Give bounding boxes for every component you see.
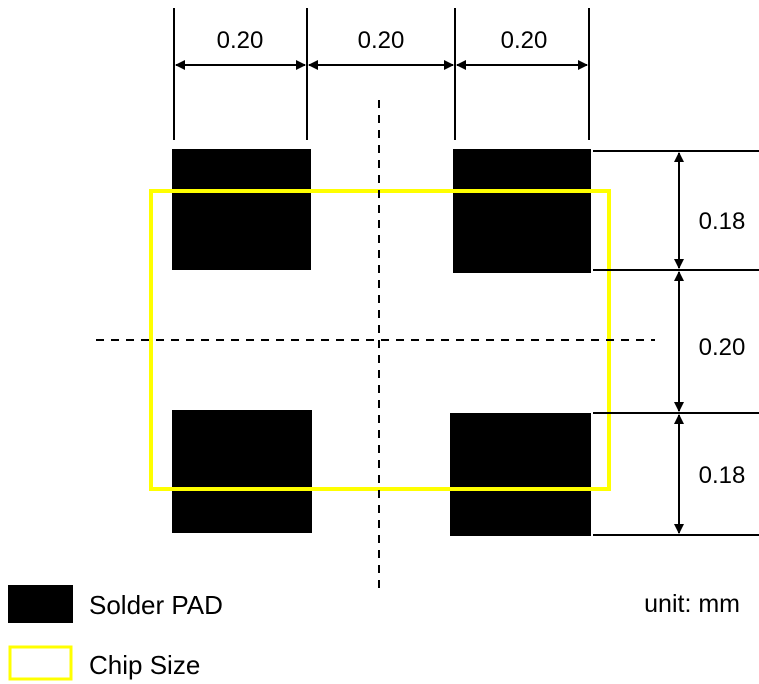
- solder-pad-top-right: [453, 149, 591, 273]
- solder-pad-bottom-right: [450, 413, 591, 536]
- top-extension-lines: [173, 8, 590, 140]
- dimension-label-top-center: 0.20: [358, 27, 405, 54]
- dimension-label-right-bottom: 0.18: [699, 462, 746, 489]
- dimension-label-right-top: 0.18: [699, 208, 746, 235]
- legend-solder-pad-label: Solder PAD: [89, 590, 223, 620]
- dimension-label-top-left: 0.20: [217, 27, 264, 54]
- dimension-label-top-right: 0.20: [501, 27, 548, 54]
- legend-solder-pad-swatch: [8, 585, 73, 623]
- right-extension-lines: [593, 150, 759, 536]
- dimension-label-right-middle: 0.20: [699, 334, 746, 361]
- legend-chip-size-swatch: [8, 645, 73, 681]
- solder-pad-top-left: [172, 149, 311, 270]
- unit-label: unit: mm: [644, 590, 740, 618]
- solder-pad-bottom-left: [172, 410, 312, 533]
- legend-chip-size-label: Chip Size: [89, 650, 200, 680]
